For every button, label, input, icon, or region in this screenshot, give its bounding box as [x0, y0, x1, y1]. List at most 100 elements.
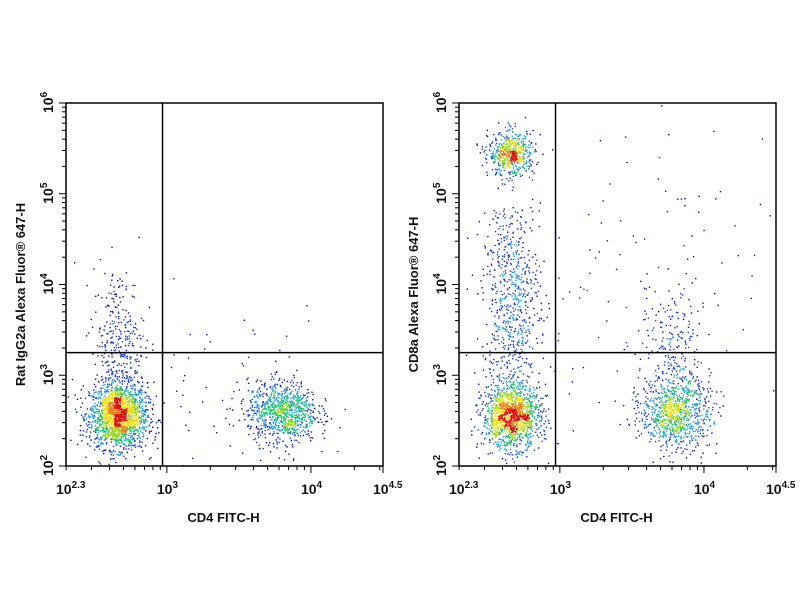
data-point: [523, 153, 526, 155]
data-point: [123, 416, 126, 418]
data-point: [297, 400, 299, 403]
data-point: [513, 268, 515, 270]
data-point: [283, 412, 285, 414]
data-point: [514, 125, 516, 128]
data-point: [127, 330, 129, 332]
data-point: [158, 432, 160, 434]
data-point: [543, 430, 545, 433]
data-point: [104, 398, 107, 400]
data-point: [500, 282, 502, 284]
data-point: [667, 395, 669, 397]
data-point: [127, 345, 129, 347]
data-point: [713, 423, 715, 425]
data-point: [519, 175, 522, 177]
data-point: [112, 425, 114, 428]
data-point: [276, 383, 279, 386]
data-point: [111, 428, 114, 430]
data-point: [95, 437, 98, 439]
data-point: [676, 326, 678, 328]
data-point: [482, 268, 484, 270]
data-point: [107, 371, 110, 373]
data-point: [675, 311, 678, 314]
data-point: [108, 428, 111, 430]
data-point: [124, 316, 127, 318]
data-point: [288, 453, 290, 455]
data-point: [257, 418, 259, 420]
data-point: [510, 279, 512, 281]
data-point: [99, 425, 101, 428]
data-point: [99, 396, 101, 398]
data-point: [120, 440, 123, 442]
data-point: [145, 347, 147, 349]
data-point: [157, 427, 159, 429]
data-point: [130, 387, 133, 390]
data-point: [271, 388, 273, 390]
data-point: [715, 198, 717, 200]
data-point: [695, 423, 697, 425]
data-point: [127, 406, 130, 408]
data-point: [93, 414, 96, 417]
data-point: [680, 198, 683, 200]
data-point: [127, 396, 130, 399]
data-point: [121, 437, 123, 440]
data-point: [525, 321, 527, 324]
data-point: [518, 241, 520, 243]
data-point: [120, 364, 123, 367]
data-point: [97, 441, 99, 443]
data-point: [108, 463, 110, 466]
data-point: [498, 342, 500, 345]
data-point: [163, 402, 165, 404]
data-point: [101, 402, 103, 404]
data-point: [271, 409, 273, 411]
data-point: [126, 420, 129, 422]
x-tick-label: 102.3: [56, 480, 86, 497]
data-point: [122, 396, 125, 398]
data-point: [663, 455, 665, 458]
data-point: [497, 251, 499, 253]
data-point: [86, 408, 88, 410]
data-point: [303, 414, 305, 416]
data-point: [503, 356, 506, 358]
data-point: [686, 448, 688, 451]
data-point: [641, 418, 643, 420]
data-point: [650, 391, 652, 393]
data-point: [521, 331, 523, 334]
data-point: [85, 418, 87, 420]
data-point: [669, 363, 672, 365]
data-point: [301, 398, 304, 400]
data-point: [519, 355, 521, 358]
data-point: [303, 417, 306, 419]
data-point: [678, 335, 680, 338]
data-point: [81, 440, 83, 442]
data-point: [535, 408, 537, 410]
data-point: [283, 407, 285, 410]
data-point: [129, 441, 132, 443]
data-point: [274, 384, 276, 386]
data-point: [672, 380, 674, 382]
data-point: [133, 426, 135, 428]
data-point: [106, 407, 108, 409]
data-point: [694, 408, 696, 410]
data-point: [128, 448, 130, 450]
data-point: [651, 308, 653, 310]
data-point: [529, 227, 531, 229]
data-point: [290, 420, 292, 422]
data-point: [273, 397, 275, 399]
data-point: [106, 371, 108, 373]
data-point: [286, 425, 288, 427]
data-point: [276, 410, 278, 412]
data-point: [101, 354, 103, 357]
data-point: [256, 379, 259, 381]
data-point: [280, 407, 282, 409]
data-point: [655, 390, 657, 393]
data-point: [671, 370, 673, 372]
data-point: [533, 449, 536, 451]
data-point: [118, 451, 121, 454]
data-point: [699, 390, 702, 393]
data-point: [663, 432, 665, 435]
data-point: [134, 327, 137, 329]
data-point: [667, 356, 670, 359]
data-point: [518, 324, 521, 326]
data-point: [93, 449, 96, 451]
data-point: [525, 312, 528, 314]
